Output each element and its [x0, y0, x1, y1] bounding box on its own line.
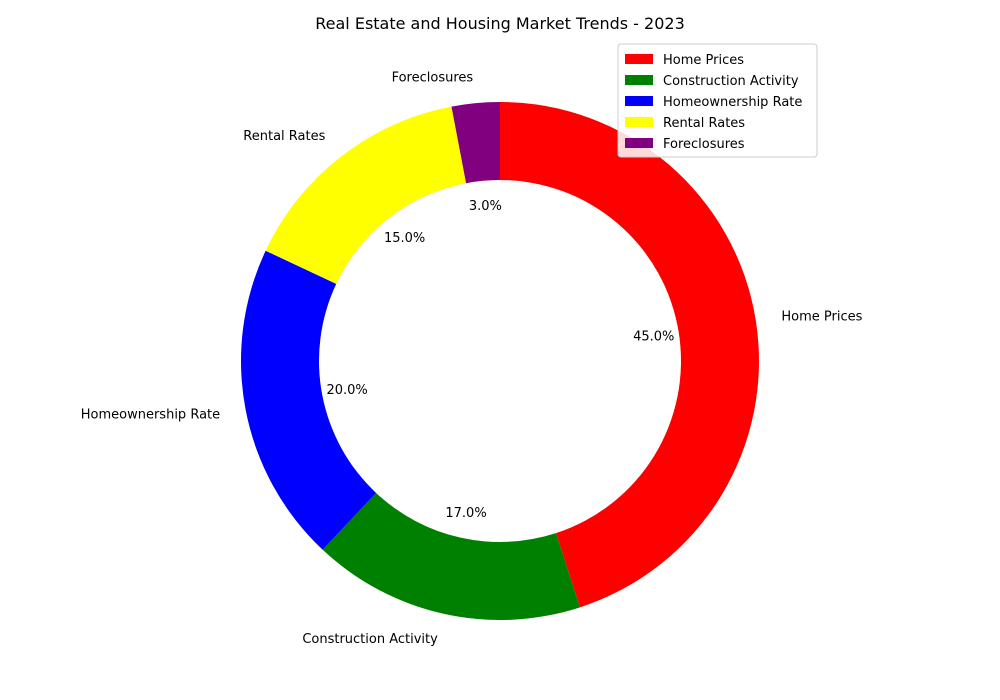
legend-swatch-construction-activity — [625, 75, 653, 85]
percent-label-rental-rates: 15.0% — [384, 231, 425, 246]
percent-label-homeownership-rate: 20.0% — [326, 383, 367, 398]
slice-homeownership-rate — [240, 250, 377, 550]
category-label-home-prices: Home Prices — [781, 309, 862, 324]
legend-entry-home-prices: Home Prices — [663, 53, 744, 68]
legend-entry-homeownership-rate: Homeownership Rate — [663, 95, 802, 110]
legend-box — [617, 43, 818, 158]
legend-swatch-home-prices — [625, 54, 653, 64]
percent-label-foreclosures: 3.0% — [469, 199, 502, 214]
category-label-rental-rates: Rental Rates — [243, 129, 325, 144]
legend-entry-rental-rates: Rental Rates — [663, 116, 745, 131]
legend-entry-construction-activity: Construction Activity — [663, 74, 799, 89]
slice-home-prices — [500, 102, 759, 608]
category-label-construction-activity: Construction Activity — [302, 632, 438, 647]
slices-group — [240, 102, 759, 620]
percent-label-construction-activity: 17.0% — [445, 506, 486, 521]
legend-swatch-foreclosures — [625, 138, 653, 148]
legend-swatch-homeownership-rate — [625, 96, 653, 106]
legend: Home Prices Construction Activity Homeowne… — [617, 43, 818, 158]
slice-foreclosures — [451, 102, 500, 184]
slice-rental-rates — [265, 106, 467, 284]
slice-construction-activity — [322, 492, 581, 620]
percent-label-home-prices: 45.0% — [633, 330, 674, 345]
category-label-homeownership-rate: Homeownership Rate — [81, 407, 220, 422]
percent-labels-group: 45.0% 17.0% 20.0% 15.0% 3.0% — [326, 199, 674, 521]
legend-entry-foreclosures: Foreclosures — [663, 137, 745, 152]
chart-title: Real Estate and Housing Market Trends - … — [315, 14, 685, 33]
category-label-foreclosures: Foreclosures — [392, 70, 474, 85]
legend-swatch-rental-rates — [625, 117, 653, 127]
category-labels-group: Home Prices Construction Activity Homeowne… — [81, 70, 863, 647]
